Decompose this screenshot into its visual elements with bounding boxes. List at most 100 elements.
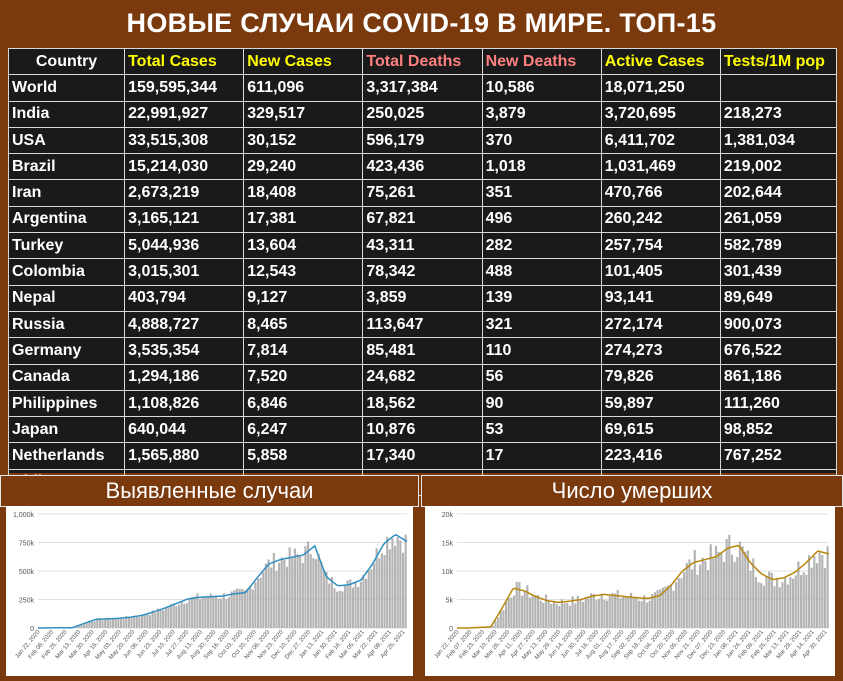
daily-bar (550, 604, 553, 628)
covid-table: Country Total Cases New Cases Total Deaths N… (7, 47, 838, 497)
country-cell: Iran (7, 179, 126, 207)
value-cell: 18,562 (362, 389, 483, 418)
daily-bar (167, 607, 170, 628)
daily-bar (175, 606, 178, 628)
daily-bar (648, 600, 651, 628)
daily-bar (386, 536, 389, 628)
daily-bar (659, 589, 662, 628)
daily-bar (653, 592, 656, 628)
daily-bar (802, 572, 805, 628)
daily-bar (528, 597, 532, 628)
daily-bar (789, 577, 792, 628)
daily-bar (502, 610, 505, 628)
value-cell: 139 (481, 284, 602, 312)
value-cell: 43,311 (362, 232, 483, 260)
daily-bar (104, 619, 107, 628)
daily-bar (222, 593, 225, 628)
daily-bar (151, 610, 154, 628)
daily-bar (325, 571, 328, 628)
value-cell: 3,015,301 (124, 258, 245, 286)
table-row: India 22,991,927 329,517 250,025 3,879 3,720,… (7, 100, 838, 128)
daily-bar (399, 540, 402, 628)
daily-bar (172, 603, 175, 628)
daily-bar (688, 559, 691, 628)
daily-bar (714, 545, 718, 628)
daily-bar (220, 598, 223, 628)
table-row: Turkey 5,044,936 13,604 43,311 282 257,754 582… (7, 232, 838, 260)
daily-bar (241, 589, 244, 628)
daily-bar (720, 553, 723, 628)
daily-bar (264, 563, 268, 628)
daily-bar (826, 546, 829, 628)
daily-bar (717, 551, 720, 628)
daily-bar (127, 617, 130, 628)
table-row: USA 33,515,308 30,152 596,179 370 6,411,702 1,… (7, 126, 838, 155)
daily-bar (794, 575, 797, 628)
daily-bar (235, 588, 239, 628)
value-cell: 30,152 (243, 126, 364, 155)
daily-bar (130, 617, 133, 628)
daily-bar (270, 567, 273, 628)
table-row: Japan 640,044 6,247 10,876 53 69,615 98,852 (7, 416, 838, 444)
daily-bar (146, 614, 149, 628)
daily-bar (275, 570, 278, 628)
daily-bar (608, 596, 611, 628)
value-cell: 17 (481, 442, 602, 470)
daily-bar (643, 595, 646, 628)
value-cell: 59,897 (600, 389, 721, 418)
covid-table-container: Country Total Cases New Cases Total Deaths N… (7, 47, 838, 497)
country-cell: Nepal (7, 284, 126, 312)
daily-bar (526, 585, 529, 628)
table-body: World 159,595,344 611,096 3,317,384 10,586 18… (7, 74, 838, 497)
y-tick-label: 250k (19, 598, 35, 605)
daily-bar (372, 563, 376, 628)
daily-bar (706, 570, 710, 628)
value-cell: 101,405 (600, 258, 721, 286)
value-cell: 90 (481, 389, 602, 418)
daily-bar (810, 567, 813, 628)
daily-bar (330, 577, 333, 628)
daily-bar (143, 615, 146, 628)
daily-bar (209, 593, 212, 628)
value-cell: 22,991,927 (124, 100, 245, 128)
y-tick-label: 5k (446, 598, 454, 605)
value-cell: 1,565,880 (124, 442, 245, 470)
daily-bar (90, 621, 94, 628)
value-cell: 17,340 (362, 442, 483, 470)
value-cell: 250,025 (362, 100, 483, 128)
daily-bar (140, 614, 144, 628)
daily-bar (629, 592, 633, 628)
daily-bar (312, 558, 315, 628)
daily-bar (584, 596, 587, 628)
value-cell: 7,814 (243, 337, 364, 365)
value-cell: 5,044,936 (124, 232, 245, 260)
daily-bar (730, 554, 734, 628)
table-row: Argentina 3,165,121 17,381 67,821 496 260,242… (7, 205, 838, 234)
daily-bar (637, 600, 641, 628)
value-cell: 676,522 (719, 337, 838, 365)
value-cell: 5,858 (243, 442, 364, 470)
daily-bar (114, 618, 117, 628)
value-cell: 18,071,250 (600, 74, 721, 102)
value-cell: 1,381,034 (719, 126, 838, 155)
daily-bar (760, 583, 763, 628)
value-cell: 33,515,308 (124, 126, 245, 155)
daily-bar (510, 597, 513, 628)
daily-bar (515, 581, 518, 628)
column-header: Total Cases (124, 47, 245, 76)
daily-bar (404, 534, 407, 628)
daily-bar (613, 593, 617, 628)
daily-bar (322, 569, 325, 628)
daily-bar (227, 597, 231, 628)
daily-bar (98, 618, 101, 628)
daily-bar (309, 554, 312, 628)
daily-bar (818, 552, 821, 628)
daily-bar (738, 541, 742, 628)
y-tick-label: 750k (19, 541, 35, 548)
value-cell: 6,247 (243, 416, 364, 444)
value-cell: 7,520 (243, 363, 364, 391)
title-bar: НОВЫЕ СЛУЧАИ COVID-19 В МИРЕ. ТОП-15 (0, 0, 843, 46)
daily-bar (256, 578, 260, 628)
daily-bar (773, 586, 776, 628)
